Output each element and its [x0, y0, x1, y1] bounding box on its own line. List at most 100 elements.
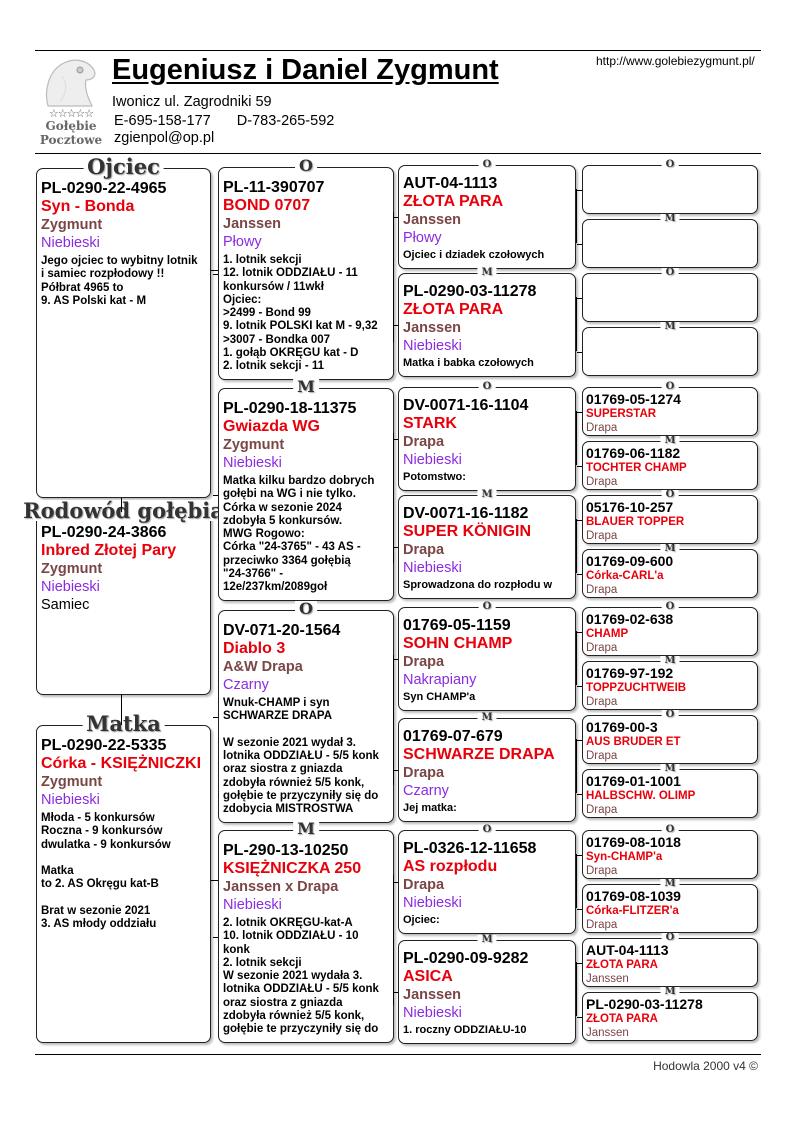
pigeon-card[interactable]: M — [582, 322, 758, 376]
pigeon-card[interactable]: O 01769-05-1274 SUPERSTAR Drapa — [582, 382, 758, 436]
ring-number: AUT-04-1113 — [586, 942, 669, 958]
pigeon-card[interactable]: O — [582, 268, 758, 322]
color: Niebieski — [403, 1005, 462, 1021]
breeder: Drapa — [586, 919, 618, 931]
connector-line — [577, 465, 582, 467]
pigeon-card[interactable]: M PL-0290-03-11278 ZŁOTA PARA Janssen Niebie… — [398, 268, 576, 377]
connector-line — [576, 631, 578, 685]
breeder: Drapa — [586, 642, 618, 654]
breeder: Janssen — [403, 987, 462, 1003]
connector-line — [577, 519, 582, 521]
pigeon-card[interactable]: O PL-11-390707 BOND 0707 Janssen Płowy 1. lot… — [218, 158, 394, 380]
pigeon-card[interactable]: O 01769-00-3 AUS BRUDER ET Drapa — [582, 710, 758, 764]
connector-line — [121, 695, 123, 725]
connector-line — [577, 962, 582, 964]
pigeon-card[interactable]: M PL-0290-18-11375 Gwiazda WG Zygmunt Niebie… — [218, 379, 394, 601]
breeder: Drapa — [586, 422, 618, 434]
pigeon-card[interactable]: O AUT-04-1113 ZŁOTA PARA Janssen — [582, 933, 758, 987]
notes: Potomstwo: — [403, 471, 466, 483]
breeder: Drapa — [586, 750, 618, 762]
rodowod-card[interactable]: Rodowód gołębia PL-0290-24-3866 Inbred Zło… — [19, 500, 228, 695]
pigeon-name: Syn - Bonda — [41, 198, 135, 215]
breeder: Drapa — [586, 696, 618, 708]
card-label: Ojciec — [83, 156, 164, 177]
card-label: M — [477, 713, 497, 723]
ring-number: 01769-06-1182 — [586, 445, 681, 461]
notes: 1. lotnik sekcji 12. lotnik ODDZIAŁU - 1… — [223, 254, 378, 373]
connector-line — [211, 880, 218, 882]
card-label: O — [478, 825, 496, 835]
pigeon-card[interactable]: M — [582, 214, 758, 268]
connector-line — [393, 212, 395, 342]
connector-line — [577, 351, 582, 353]
color: Płowy — [403, 230, 442, 246]
connector-line — [577, 297, 582, 299]
breeder: Drapa — [586, 530, 618, 542]
pigeon-card[interactable]: O 01769-05-1159 SOHN CHAMP Drapa Nakrapiany S… — [398, 602, 576, 711]
ojciec-card[interactable]: Ojciec PL-0290-22-4965 Syn - Bonda Zygmunt N… — [36, 156, 211, 498]
card-label: M — [660, 764, 680, 774]
ring-number: AUT-04-1113 — [403, 175, 498, 192]
pigeon-card[interactable]: O 01769-08-1018 Syn-CHAMP'a Drapa — [582, 825, 758, 879]
breeder: Zygmunt — [41, 774, 103, 790]
pigeon-card[interactable]: M DV-0071-16-1182 SUPER KÖNIGIN Drapa Niebie… — [398, 490, 576, 599]
breeder: Drapa — [586, 865, 618, 877]
color: Niebieski — [41, 579, 100, 595]
connector-line — [576, 519, 578, 573]
pigeon-card[interactable]: M 01769-08-1039 Córka-FLITZER'a Drapa — [582, 879, 758, 933]
matka-card[interactable]: Matka PL-0290-22-5335 Córka - KSIĘŻNICZKI Z… — [36, 713, 211, 1043]
card-label: M — [660, 656, 680, 666]
pigeon-name: SUPER KÖNIGIN — [403, 523, 532, 540]
pigeon-name: ZŁOTA PARA — [403, 193, 504, 210]
ring-number: DV-0071-16-1104 — [403, 397, 529, 414]
breeder: Drapa — [586, 476, 618, 488]
card-label: M — [660, 436, 680, 446]
breeder: Drapa — [586, 804, 618, 816]
email: zgienpol@op.pl — [114, 130, 215, 146]
connector-line — [576, 739, 578, 793]
card-label: O — [661, 268, 679, 278]
pigeon-card[interactable]: M 01769-06-1182 TOCHTER CHAMP Drapa — [582, 436, 758, 490]
card-label: O — [295, 158, 317, 174]
logo-stars: ☆☆☆☆☆ — [48, 107, 94, 120]
card-label: M — [477, 935, 497, 945]
card-label: O — [661, 825, 679, 835]
pigeon-card[interactable]: O AUT-04-1113 ZŁOTA PARA Janssen Płowy Ojciec… — [398, 160, 576, 269]
pigeon-card[interactable]: M 01769-01-1001 HALBSCHW. OLIMP Drapa — [582, 764, 758, 818]
connector-line — [393, 659, 398, 661]
pigeon-name: SCHWARZE DRAPA — [403, 746, 555, 763]
connector-line — [577, 573, 582, 575]
notes: 1. roczny ODDZIAŁU-10 — [403, 1024, 527, 1036]
breeder: Janssen — [403, 320, 462, 336]
notes: Syn CHAMP'a — [403, 691, 476, 703]
card-label: M — [660, 544, 680, 554]
pigeon-card[interactable]: O DV-071-20-1564 Diablo 3 A&W Drapa Czarny Wn… — [218, 601, 394, 823]
pigeon-head-icon — [45, 59, 96, 107]
connector-line — [577, 685, 582, 687]
footer-credit: Hodowla 2000 v4 © — [653, 1059, 758, 1073]
pigeon-card[interactable]: O PL-0326-12-11658 AS rozpłodu Drapa Niebies… — [398, 825, 576, 934]
color: Niebieski — [223, 897, 282, 913]
pigeon-card[interactable]: M PL-290-13-10250 KSIĘŻNICZKA 250 Janssen x… — [218, 821, 394, 1043]
color: Czarny — [223, 677, 269, 693]
card-label: Matka — [82, 713, 165, 734]
pigeon-card[interactable]: M 01769-09-600 Córka-CARL'a Drapa — [582, 544, 758, 598]
connector-line — [393, 325, 398, 327]
ring-number: PL-0290-22-5335 — [41, 737, 167, 754]
pigeon-name: BOND 0707 — [223, 197, 311, 214]
pigeon-card[interactable]: O DV-0071-16-1104 STARK Drapa Niebieski Potom… — [398, 382, 576, 491]
pigeon-card[interactable]: O — [582, 160, 758, 214]
breeder: Drapa — [586, 584, 618, 596]
pigeon-card[interactable]: O 05176-10-257 BLAUER TOPPER Drapa — [582, 490, 758, 544]
card-label: O — [661, 710, 679, 720]
pigeon-card[interactable]: O 01769-02-638 CHAMP Drapa — [582, 602, 758, 656]
card-label: M — [660, 987, 680, 997]
breeder: Drapa — [403, 765, 445, 781]
breeder: A&W Drapa — [223, 659, 303, 675]
pigeon-card[interactable]: M 01769-07-679 SCHWARZE DRAPA Drapa Czarny Je… — [398, 713, 576, 822]
website-link[interactable]: http://www.golebiezygmunt.pl/ — [596, 54, 755, 68]
connector-line — [577, 854, 582, 856]
pigeon-card[interactable]: M 01769-97-192 TOPPZUCHTWEIB Drapa — [582, 656, 758, 710]
pigeon-card[interactable]: M PL-0290-03-11278 ZŁOTA PARA Janssen — [582, 987, 758, 1041]
pigeon-card[interactable]: M PL-0290-09-9282 ASICA Janssen Niebieski 1. … — [398, 935, 576, 1044]
